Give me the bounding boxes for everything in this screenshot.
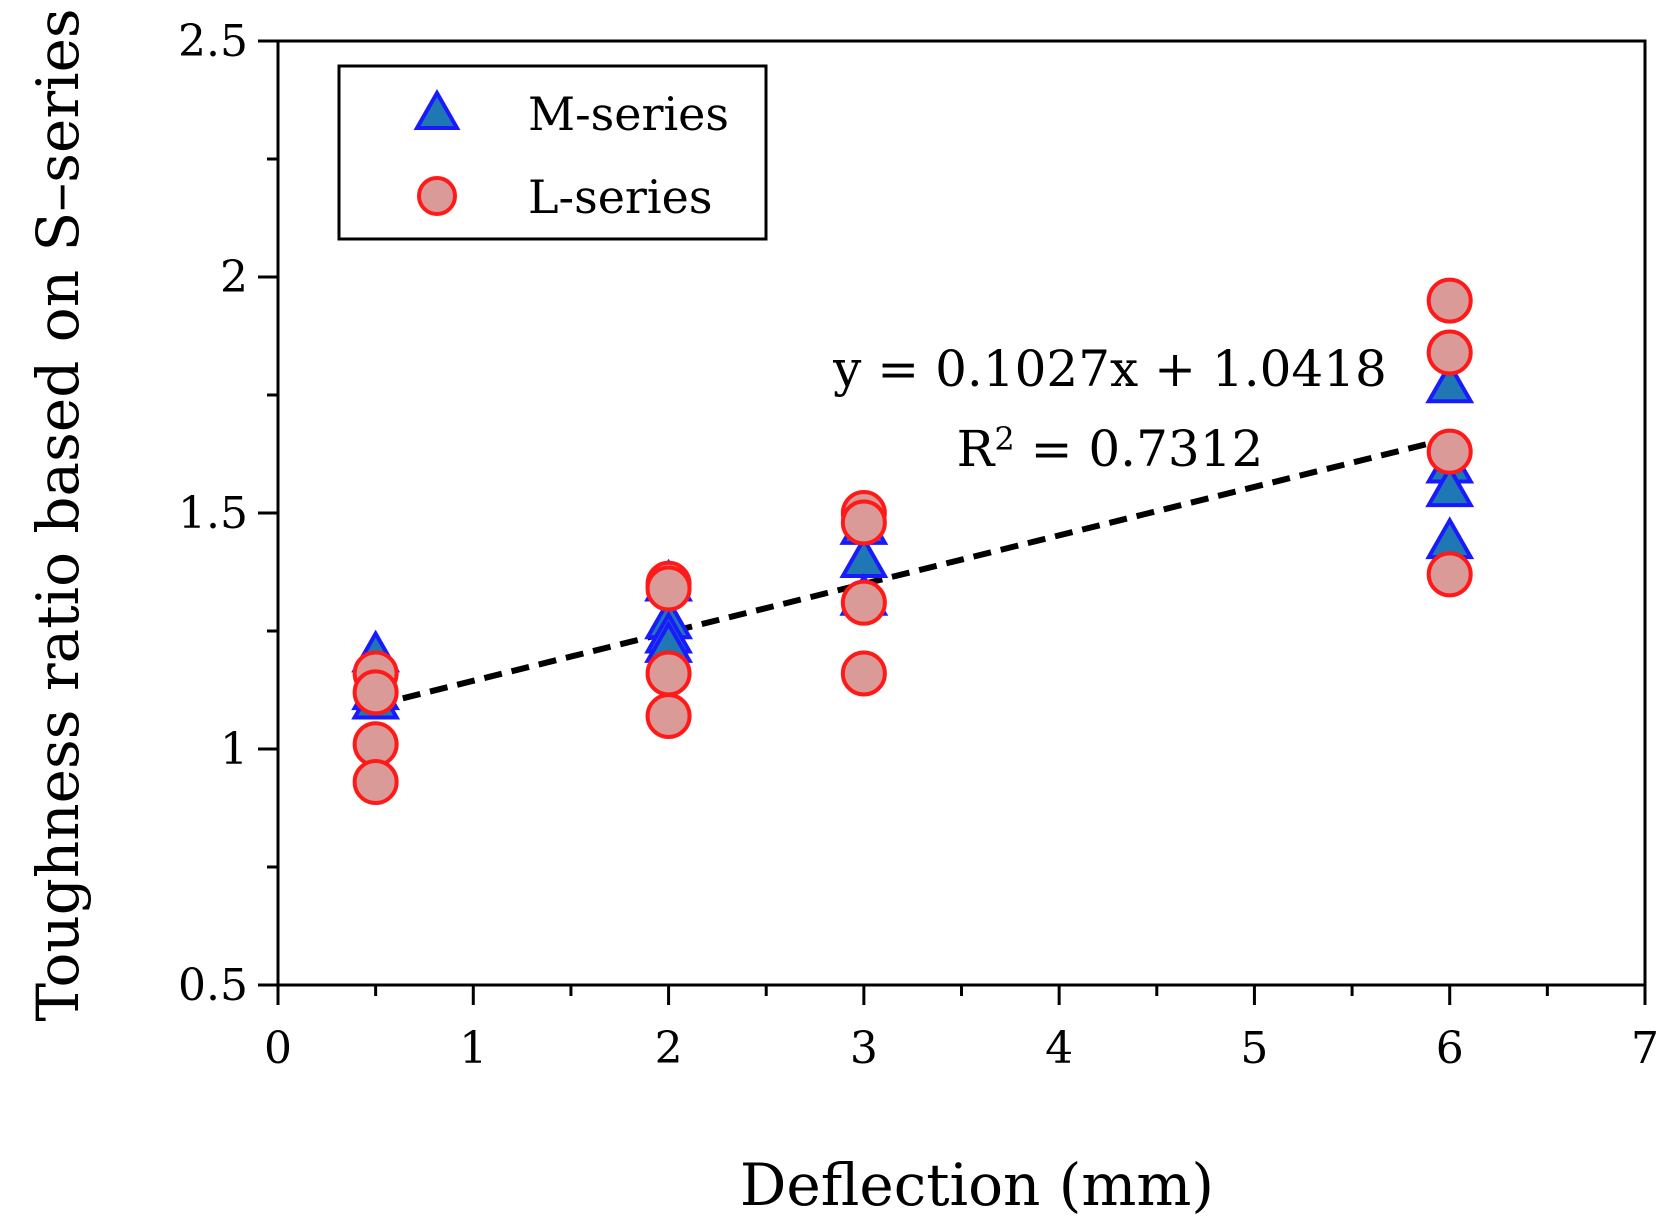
r2-prefix: R <box>957 420 996 478</box>
legend-marker-m-series <box>413 88 461 130</box>
legend-box <box>337 64 768 241</box>
x-tick-label: 4 <box>1045 1023 1073 1074</box>
l-series-point <box>1426 428 1473 475</box>
axis-ticks: 0.5 1 1.5 2 2.5 0 1 2 3 4 5 6 7 <box>178 16 1659 1074</box>
x-tick-label: 5 <box>1240 1023 1268 1074</box>
l-series-point <box>645 692 692 739</box>
x-axis-title: Deflection (mm) <box>740 1151 1214 1219</box>
x-tick-label: 3 <box>850 1023 878 1074</box>
x-tick-label: 2 <box>655 1023 683 1074</box>
l-series-point <box>645 565 692 612</box>
legend-label-m-series: M-series <box>528 87 729 141</box>
r2-value: = 0.7312 <box>1015 420 1264 478</box>
y-tick-label: 2 <box>220 252 248 303</box>
r2-superscript: 2 <box>994 420 1014 458</box>
trendline-group <box>374 435 1451 708</box>
y-tick-label: 0.5 <box>178 960 248 1011</box>
y-tick-label: 1 <box>220 724 248 775</box>
l-series-points <box>352 277 1473 806</box>
l-series-point <box>1426 329 1473 376</box>
trendline-equation: y = 0.1027x + 1.0418 <box>832 340 1387 398</box>
l-series-point <box>352 759 399 806</box>
legend: M-series L-series <box>337 64 768 241</box>
x-tick-label: 7 <box>1631 1023 1659 1074</box>
l-series-point <box>840 579 887 626</box>
l-series-point <box>1426 277 1473 324</box>
l-series-point <box>645 650 692 697</box>
l-series-point <box>352 721 399 768</box>
l-series-point <box>1426 551 1473 598</box>
l-series-point <box>352 669 399 716</box>
trendline-r-squared: R2 = 0.7312 <box>957 420 1264 478</box>
x-tick-label: 1 <box>459 1023 487 1074</box>
x-tick-label: 6 <box>1436 1023 1464 1074</box>
y-tick-label: 1.5 <box>178 488 248 539</box>
y-axis-title: Toughness ratio based on S–series <box>24 8 92 1021</box>
legend-marker-l-series <box>417 176 457 216</box>
trendline <box>374 435 1451 708</box>
y-tick-label: 2.5 <box>178 16 248 67</box>
m-series-point <box>1425 360 1475 404</box>
l-series-point <box>840 650 887 697</box>
m-series-point <box>1425 464 1475 508</box>
legend-label-l-series: L-series <box>528 170 712 224</box>
x-tick-label: 0 <box>264 1023 292 1074</box>
l-series-point <box>840 499 887 546</box>
